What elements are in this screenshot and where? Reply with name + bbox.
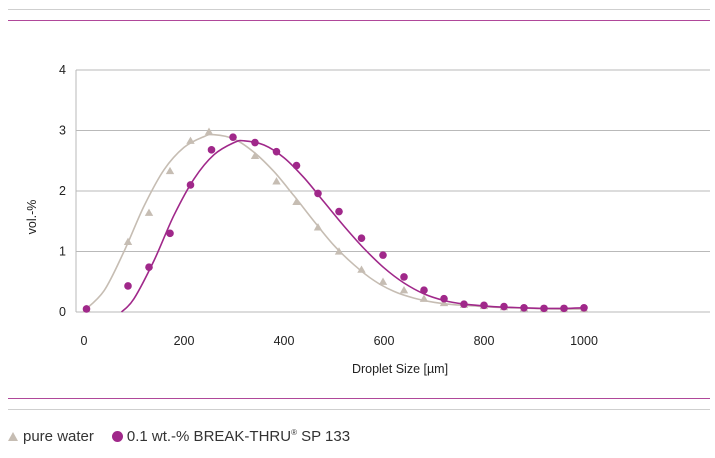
triangle-point <box>357 265 366 273</box>
circle-point <box>166 229 174 238</box>
triangle-point <box>272 177 281 185</box>
circle-point <box>580 303 588 312</box>
fit-curves <box>83 133 585 313</box>
legend-label-pure-water: pure water <box>23 428 94 445</box>
bottom-rule <box>8 409 710 410</box>
registered-mark: ® <box>291 428 297 437</box>
y-tick-label: 4 <box>59 63 66 77</box>
circle-point <box>420 286 428 295</box>
y-tick-label: 0 <box>59 305 66 319</box>
x-tick-label: 400 <box>274 334 295 348</box>
legend-label-tail: SP 133 <box>296 428 351 445</box>
triangle-point <box>334 247 344 255</box>
legend-item-break-thru: 0.1 wt.-% BREAK-THRU® SP 133 <box>111 428 350 445</box>
circle-point <box>357 234 366 242</box>
triangle-point <box>186 136 195 144</box>
y-axis-label: vol.-% <box>25 200 39 235</box>
x-tick-label: 800 <box>474 334 495 348</box>
circle-point <box>292 161 301 170</box>
data-markers <box>82 127 589 313</box>
triangle-point <box>204 127 214 135</box>
circle-point <box>186 181 195 189</box>
triangle-point <box>144 208 154 216</box>
top-rule <box>8 9 710 10</box>
circle-point <box>207 146 216 154</box>
fit-curve-1 <box>83 133 585 312</box>
circle-point <box>560 304 568 313</box>
y-tick-label: 1 <box>59 245 66 259</box>
circle-point <box>314 189 322 198</box>
triangle-point <box>419 294 429 302</box>
top-accent-rule <box>8 20 710 21</box>
legend-label-break-thru: 0.1 wt.-% BREAK-THRU® SP 133 <box>127 428 350 445</box>
circle-point <box>82 305 91 313</box>
tick-labels: 0 1 2 3 4 0 200 400 600 800 1000 <box>59 63 598 348</box>
circle-marker-icon <box>111 431 123 442</box>
x-tick-label: 1000 <box>570 334 598 348</box>
fit-curve-2 <box>120 139 585 313</box>
triangle-point <box>313 223 323 231</box>
circle-point <box>335 207 343 216</box>
circle-point <box>460 300 468 308</box>
circle-point <box>229 133 237 141</box>
grid-lines <box>75 69 710 313</box>
circle-point <box>145 263 153 272</box>
legend-item-pure-water: pure water <box>8 428 94 445</box>
triangle-point <box>250 151 260 160</box>
x-tick-label: 0 <box>81 334 88 348</box>
circle-point <box>400 273 408 281</box>
bottom-accent-rule <box>8 398 710 399</box>
circle-point <box>124 282 132 290</box>
triangle-point <box>399 286 409 294</box>
triangle-point <box>378 277 388 285</box>
circle-point <box>379 251 387 259</box>
circle-point <box>272 147 281 156</box>
legend-label-main: 0.1 wt.-% BREAK-THRU <box>126 428 292 445</box>
x-tick-label: 200 <box>174 334 195 348</box>
circle-point <box>520 303 528 312</box>
circle-point <box>251 138 259 147</box>
y-tick-label: 2 <box>59 184 66 198</box>
triangle-point <box>165 166 175 175</box>
triangle-point <box>123 237 133 245</box>
chart: 0 1 2 3 4 0 200 400 600 800 1000 Droplet Size [µm]… <box>25 63 710 376</box>
circle-point <box>500 302 508 311</box>
legend: pure water 0.1 wt.-% BREAK-THRU® SP 133 <box>8 428 350 445</box>
circle-point <box>480 301 488 310</box>
triangle-point <box>292 197 301 206</box>
x-axis-label: Droplet Size [µm] <box>352 362 448 376</box>
circle-point <box>540 304 548 313</box>
circle-point <box>440 294 448 303</box>
y-tick-label: 3 <box>59 124 66 138</box>
x-tick-label: 600 <box>374 334 395 348</box>
triangle-marker-icon <box>8 432 18 441</box>
